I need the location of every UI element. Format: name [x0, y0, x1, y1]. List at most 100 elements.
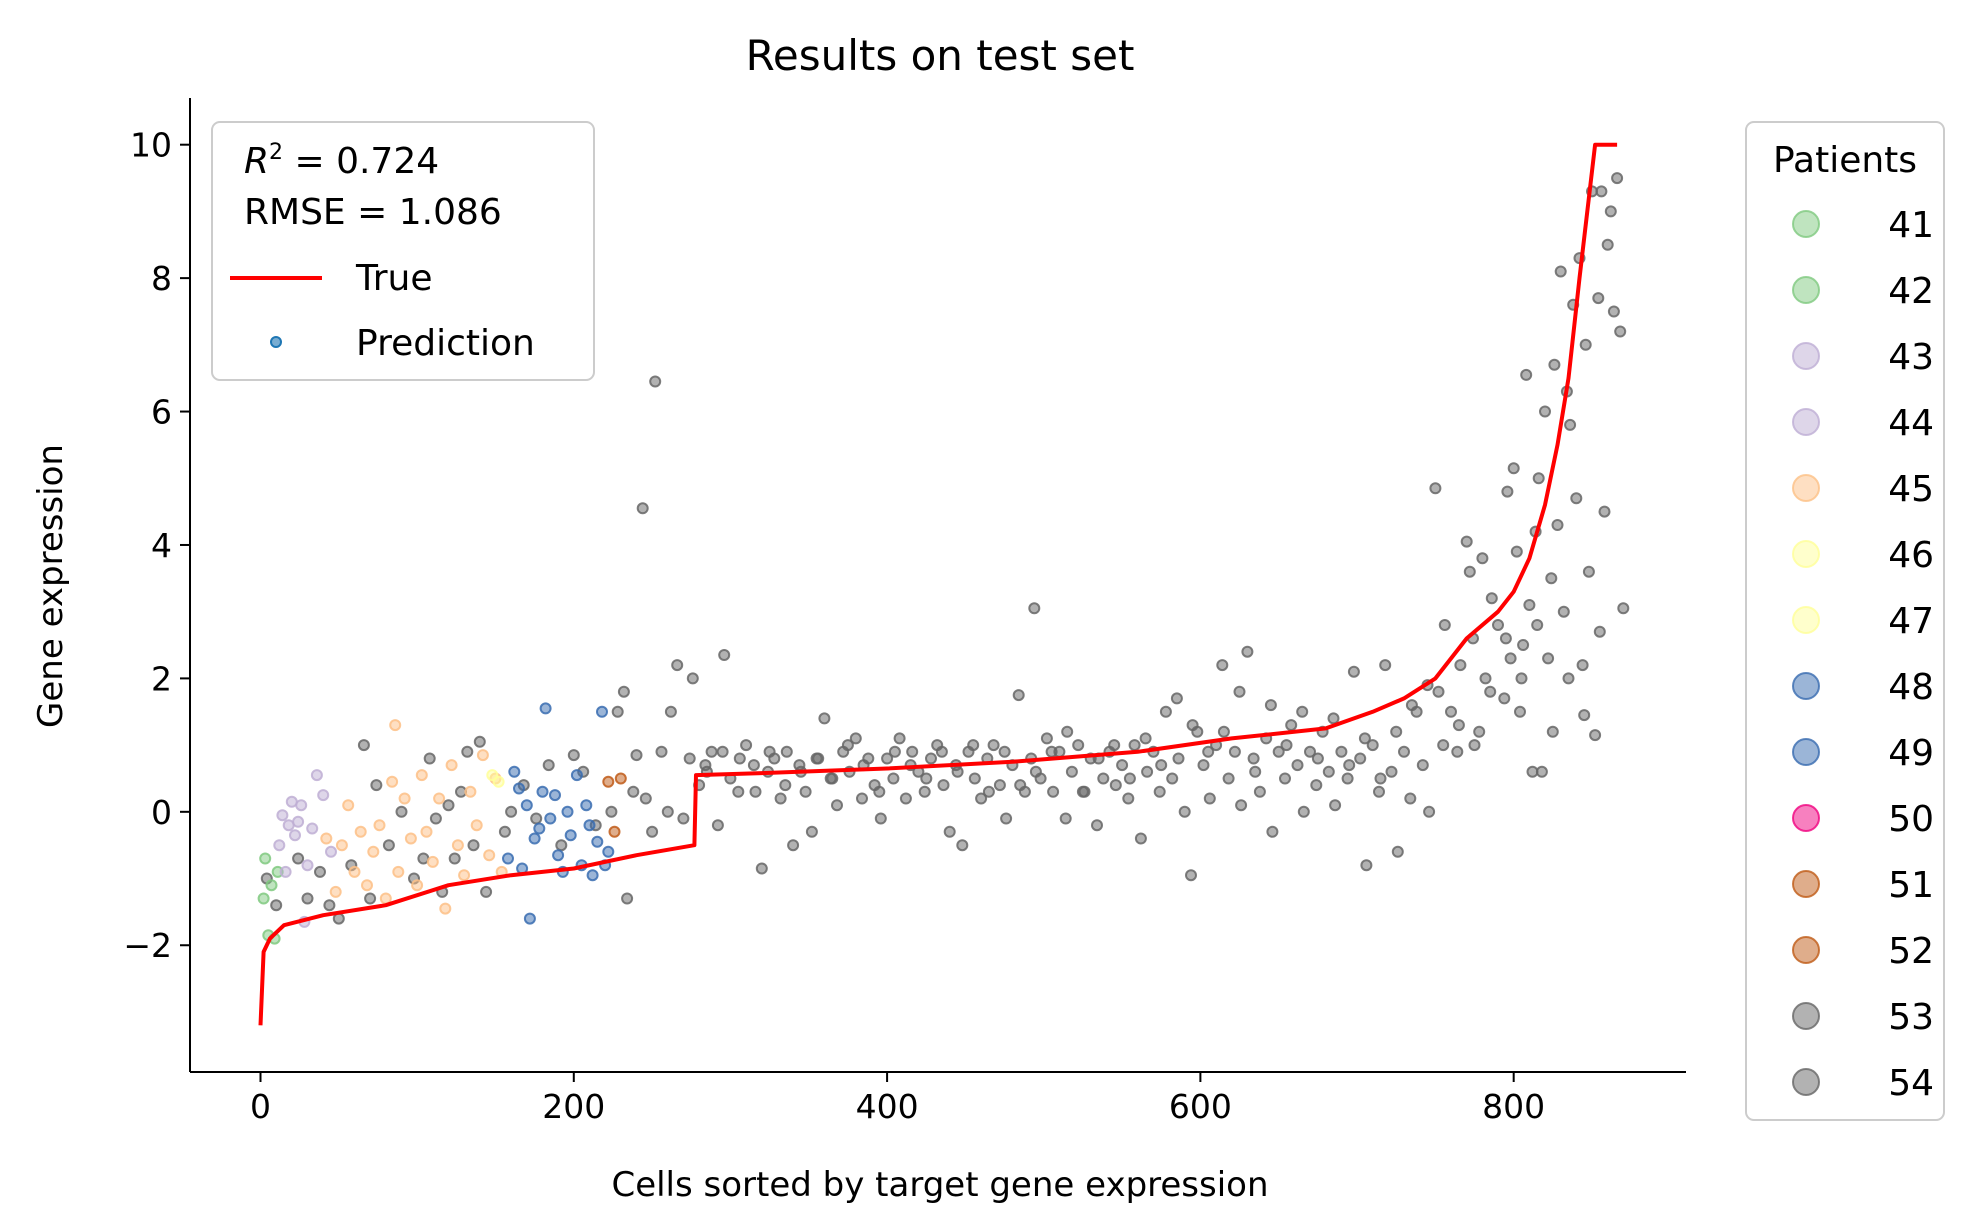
prediction-point-patient-41 [265, 879, 278, 892]
y-tick-label: 2 [151, 659, 172, 698]
prediction-point-patient-53 [1485, 592, 1498, 605]
prediction-point-patient-53 [1155, 759, 1168, 772]
prediction-point-patient-53 [1542, 652, 1555, 665]
prediction-point-patient-53 [920, 772, 933, 785]
prediction-point-patient-53 [1045, 745, 1058, 758]
prediction-point-patient-45 [389, 719, 402, 732]
prediction-point-patient-53 [555, 839, 568, 852]
patient-legend-marker-45 [1792, 474, 1820, 502]
prediction-point-patient-53 [1335, 745, 1348, 758]
prediction-point-patient-53 [787, 839, 800, 852]
prediction-point-patient-53 [270, 899, 283, 912]
prediction-point-patient-53 [1451, 745, 1464, 758]
prediction-point-patient-53 [473, 735, 486, 748]
legend-true-label: True [355, 258, 432, 299]
patient-legend-marker-52 [1792, 936, 1820, 964]
prediction-point-patient-53 [1253, 785, 1266, 798]
prediction-point-patient-48 [513, 782, 525, 795]
prediction-point-patient-53 [1354, 752, 1367, 765]
prediction-point-patient-53 [677, 812, 690, 825]
prediction-point-patient-53 [621, 892, 634, 905]
prediction-point-patient-53 [1310, 779, 1323, 792]
prediction-point-patient-53 [1385, 765, 1398, 778]
patient-legend-marker-48 [1792, 672, 1820, 700]
prediction-point-patient-53 [1523, 599, 1536, 611]
prediction-point-patient-48 [583, 819, 596, 832]
prediction-point-patient-53 [1291, 759, 1304, 772]
prediction-point-patient-53 [683, 752, 696, 765]
prediction-point-patient-53 [849, 732, 862, 745]
prediction-point-patient-43 [325, 845, 337, 858]
prediction-point-patient-53 [1304, 745, 1316, 758]
prediction-point-patient-53 [1532, 472, 1545, 485]
prediction-point-patient-53 [382, 839, 395, 852]
prediction-point-patient-53 [627, 785, 640, 798]
patient-legend-label-48: 48 [1888, 667, 1934, 708]
y-tick-label: 4 [151, 526, 172, 565]
prediction-point-patient-53 [1510, 545, 1523, 558]
prediction-point-patient-53 [1159, 705, 1172, 718]
prediction-point-patient-45 [411, 879, 424, 892]
prediction-point-patient-53 [1452, 719, 1465, 732]
prediction-point-patient-45 [426, 855, 439, 868]
prediction-point-patient-53 [505, 805, 518, 818]
prediction-point-patient-48 [523, 912, 536, 925]
prediction-point-patient-53 [1358, 732, 1371, 745]
patient-legend-label-49: 49 [1888, 733, 1934, 774]
prediction-point-patient-53 [1517, 639, 1530, 651]
prediction-point-patient-43 [276, 809, 289, 822]
patient-legend-label-54: 54 [1888, 1063, 1934, 1104]
prediction-point-patient-43 [317, 789, 330, 802]
true-line [258, 142, 1618, 1026]
prediction-point-patient-53 [975, 792, 988, 805]
prediction-point-patient-53 [1014, 779, 1027, 792]
prediction-point-patient-53 [1233, 685, 1246, 698]
prediction-point-patient-53 [1065, 765, 1078, 778]
prediction-point-patient-45 [470, 819, 483, 832]
x-tick-label: 200 [542, 1087, 605, 1126]
prediction-point-patient-53 [826, 772, 839, 785]
prediction-point-patient-45 [386, 775, 399, 788]
prediction-point-patient-53 [1203, 792, 1216, 805]
prediction-point-patient-53 [1460, 535, 1473, 548]
prediction-point-patient-53 [780, 745, 793, 758]
prediction-point-patient-45 [451, 839, 464, 852]
prediction-point-patient-53 [810, 752, 823, 765]
prediction-point-patient-53 [1217, 725, 1230, 738]
patient-legend-marker-49 [1792, 738, 1820, 766]
prediction-point-patient-53 [1545, 572, 1558, 585]
prediction-point-patient-53 [1186, 719, 1199, 732]
prediction-point-patient-53 [1139, 732, 1152, 745]
prediction-point-patient-53 [1515, 672, 1528, 685]
prediction-point-patient-53 [1000, 812, 1013, 825]
prediction-point-patient-43 [310, 769, 323, 782]
prediction-point-patient-53 [1178, 805, 1191, 818]
prediction-point-patient-53 [1264, 699, 1277, 712]
prediction-point-patient-53 [1468, 739, 1481, 752]
prediction-point-patient-53 [301, 892, 314, 905]
prediction-point-patient-53 [1040, 732, 1053, 745]
prediction-point-patient-53 [1504, 652, 1517, 665]
prediction-point-patient-53 [1216, 659, 1229, 672]
prediction-point-patient-53 [1598, 505, 1611, 518]
prediction-point-patient-53 [1141, 765, 1154, 778]
y-axis-label: Gene expression [31, 444, 71, 728]
prediction-point-patient-53 [1202, 745, 1215, 758]
prediction-point-patient-53 [705, 745, 718, 758]
prediction-point-patient-53 [1454, 659, 1467, 672]
prediction-point-patient-48 [544, 812, 557, 825]
prediction-point-patient-53 [1498, 692, 1511, 705]
prediction-point-patient-53 [530, 812, 543, 825]
prediction-point-patient-53 [364, 892, 377, 905]
prediction-point-patient-53 [874, 812, 887, 825]
prediction-point-patient-53 [1076, 785, 1089, 798]
prediction-point-patient-53 [1398, 745, 1410, 758]
x-ticks: 0 200 400 600 800 [250, 1072, 1545, 1126]
prediction-point-patient-53 [1097, 772, 1110, 785]
prediction-point-patient-53 [664, 705, 677, 718]
prediction-point-patient-51 [614, 772, 627, 785]
prediction-point-patient-48 [586, 869, 599, 882]
patient-legend-label-50: 50 [1888, 799, 1934, 840]
patient-legend-label-47: 47 [1888, 601, 1934, 642]
prediction-point-patient-53 [323, 899, 336, 912]
